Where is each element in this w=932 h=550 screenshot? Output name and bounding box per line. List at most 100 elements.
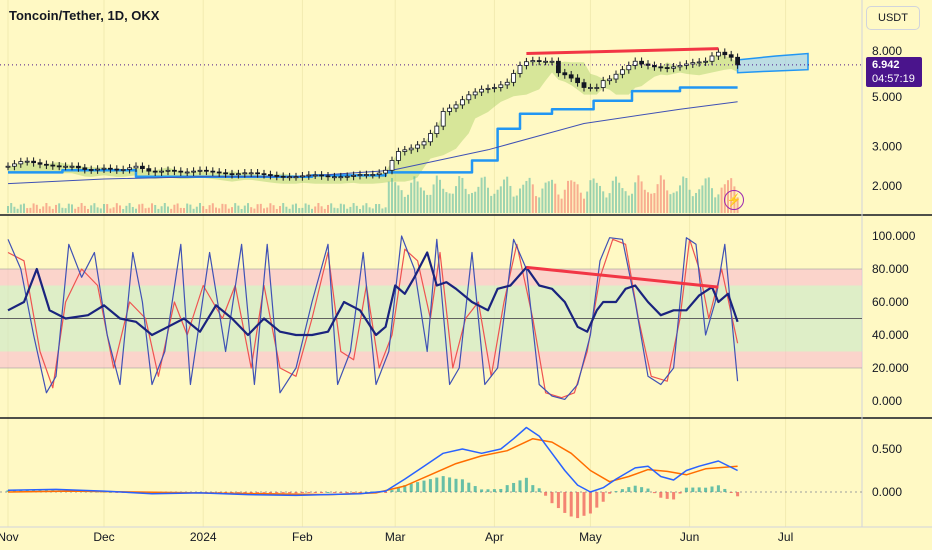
candle-body — [76, 165, 81, 169]
macd-histogram-bar — [556, 492, 560, 509]
volume-bar — [554, 183, 557, 213]
macd-histogram-bar — [345, 492, 349, 493]
macd-histogram-bar — [704, 487, 708, 492]
candle-body — [69, 165, 75, 168]
volume-bar — [375, 204, 377, 213]
volume-bar — [429, 194, 432, 213]
candle-body — [383, 169, 389, 174]
candle-body — [716, 51, 721, 57]
macd-histogram-bar — [499, 488, 503, 492]
time-axis-label: 2024 — [190, 530, 217, 544]
candle-body — [280, 175, 286, 178]
macd-histogram-bar — [537, 488, 541, 492]
volume-bar — [679, 185, 681, 213]
volume-bar — [179, 207, 182, 213]
currency-button[interactable]: USDT — [866, 6, 920, 30]
volume-bar — [295, 203, 297, 213]
macd-histogram-bar — [352, 492, 356, 493]
macd-histogram-bar — [716, 485, 720, 492]
macd-histogram-bar — [652, 492, 656, 494]
candle-body — [242, 172, 248, 175]
volume-bar — [330, 203, 333, 213]
volume-bar — [48, 206, 51, 213]
volume-bar — [301, 207, 304, 213]
macd-histogram-bar — [422, 480, 426, 492]
volume-bar — [205, 208, 208, 213]
candle-body — [287, 176, 293, 179]
candle-body — [191, 170, 197, 173]
macd-histogram-bar — [640, 487, 644, 492]
volume-bar — [538, 197, 541, 213]
candle-body — [351, 174, 357, 177]
lightning-icon[interactable]: ⚡ — [724, 190, 744, 210]
volume-bar — [163, 203, 166, 213]
price-axis-tick: 5.000 — [872, 90, 902, 104]
volume-bar — [208, 205, 211, 213]
price-axis-tick: 8.000 — [872, 44, 902, 58]
candle-body — [427, 133, 433, 143]
projection-cloud — [736, 52, 809, 74]
volume-bar — [467, 194, 470, 213]
volume-bar — [522, 184, 525, 213]
volume-bar — [240, 208, 243, 213]
volume-bar — [669, 194, 672, 213]
candle-body — [197, 169, 203, 172]
volume-bar — [125, 205, 128, 213]
candle-body — [11, 163, 17, 167]
volume-bar — [659, 175, 662, 213]
volume-bar — [618, 182, 621, 213]
macd-histogram-bar — [313, 492, 317, 493]
candle-body — [203, 169, 209, 172]
volume-bar — [442, 188, 445, 213]
volume-bar — [234, 203, 237, 213]
candle-body — [261, 173, 267, 176]
volume-bar — [42, 206, 45, 213]
volume-bar — [541, 188, 544, 213]
macd-histogram-bar — [659, 492, 663, 498]
volume-bar — [266, 207, 269, 213]
candle-body — [421, 141, 427, 146]
volume-bar — [439, 179, 441, 213]
volume-bar — [32, 203, 35, 213]
candle-body — [139, 165, 145, 170]
volume-bar — [87, 208, 89, 213]
candle-body — [146, 168, 152, 172]
candle-body — [274, 174, 280, 177]
candle-body — [50, 164, 56, 167]
stoch-d-line — [7, 238, 739, 399]
candle-body — [133, 165, 139, 169]
volume-bar — [55, 204, 57, 213]
volume-bar — [115, 203, 118, 213]
volume-bar — [224, 204, 227, 213]
volume-bar — [458, 176, 461, 213]
volume-bar — [355, 205, 358, 213]
volume-bar — [490, 195, 493, 213]
candle-body — [395, 151, 401, 161]
volume-bar — [103, 203, 105, 213]
volume-bar — [547, 181, 550, 213]
macd-histogram-bar — [288, 492, 292, 494]
macd-histogram-bar — [307, 492, 311, 493]
macd-histogram-bar — [505, 485, 509, 492]
volume-bar — [29, 207, 32, 213]
time-axis-label: Jun — [680, 530, 699, 544]
volume-bar — [624, 191, 627, 213]
volume-bar — [243, 205, 246, 213]
macd-histogram-bar — [275, 492, 279, 494]
macd-histogram-bar — [531, 485, 535, 492]
volume-bar — [592, 178, 595, 213]
volume-bar — [7, 206, 9, 213]
macd-histogram-bar — [441, 476, 445, 492]
volume-bar — [666, 190, 669, 213]
volume-bar — [435, 175, 438, 213]
candle-body — [440, 111, 446, 127]
volume-bar — [704, 178, 707, 213]
volume-bar — [695, 192, 697, 213]
volume-bar — [215, 207, 217, 213]
candle-body — [82, 167, 88, 170]
candle-body — [735, 56, 740, 66]
candle-body — [178, 170, 184, 173]
candle-body — [344, 175, 350, 178]
macd-histogram-bar — [294, 492, 298, 494]
